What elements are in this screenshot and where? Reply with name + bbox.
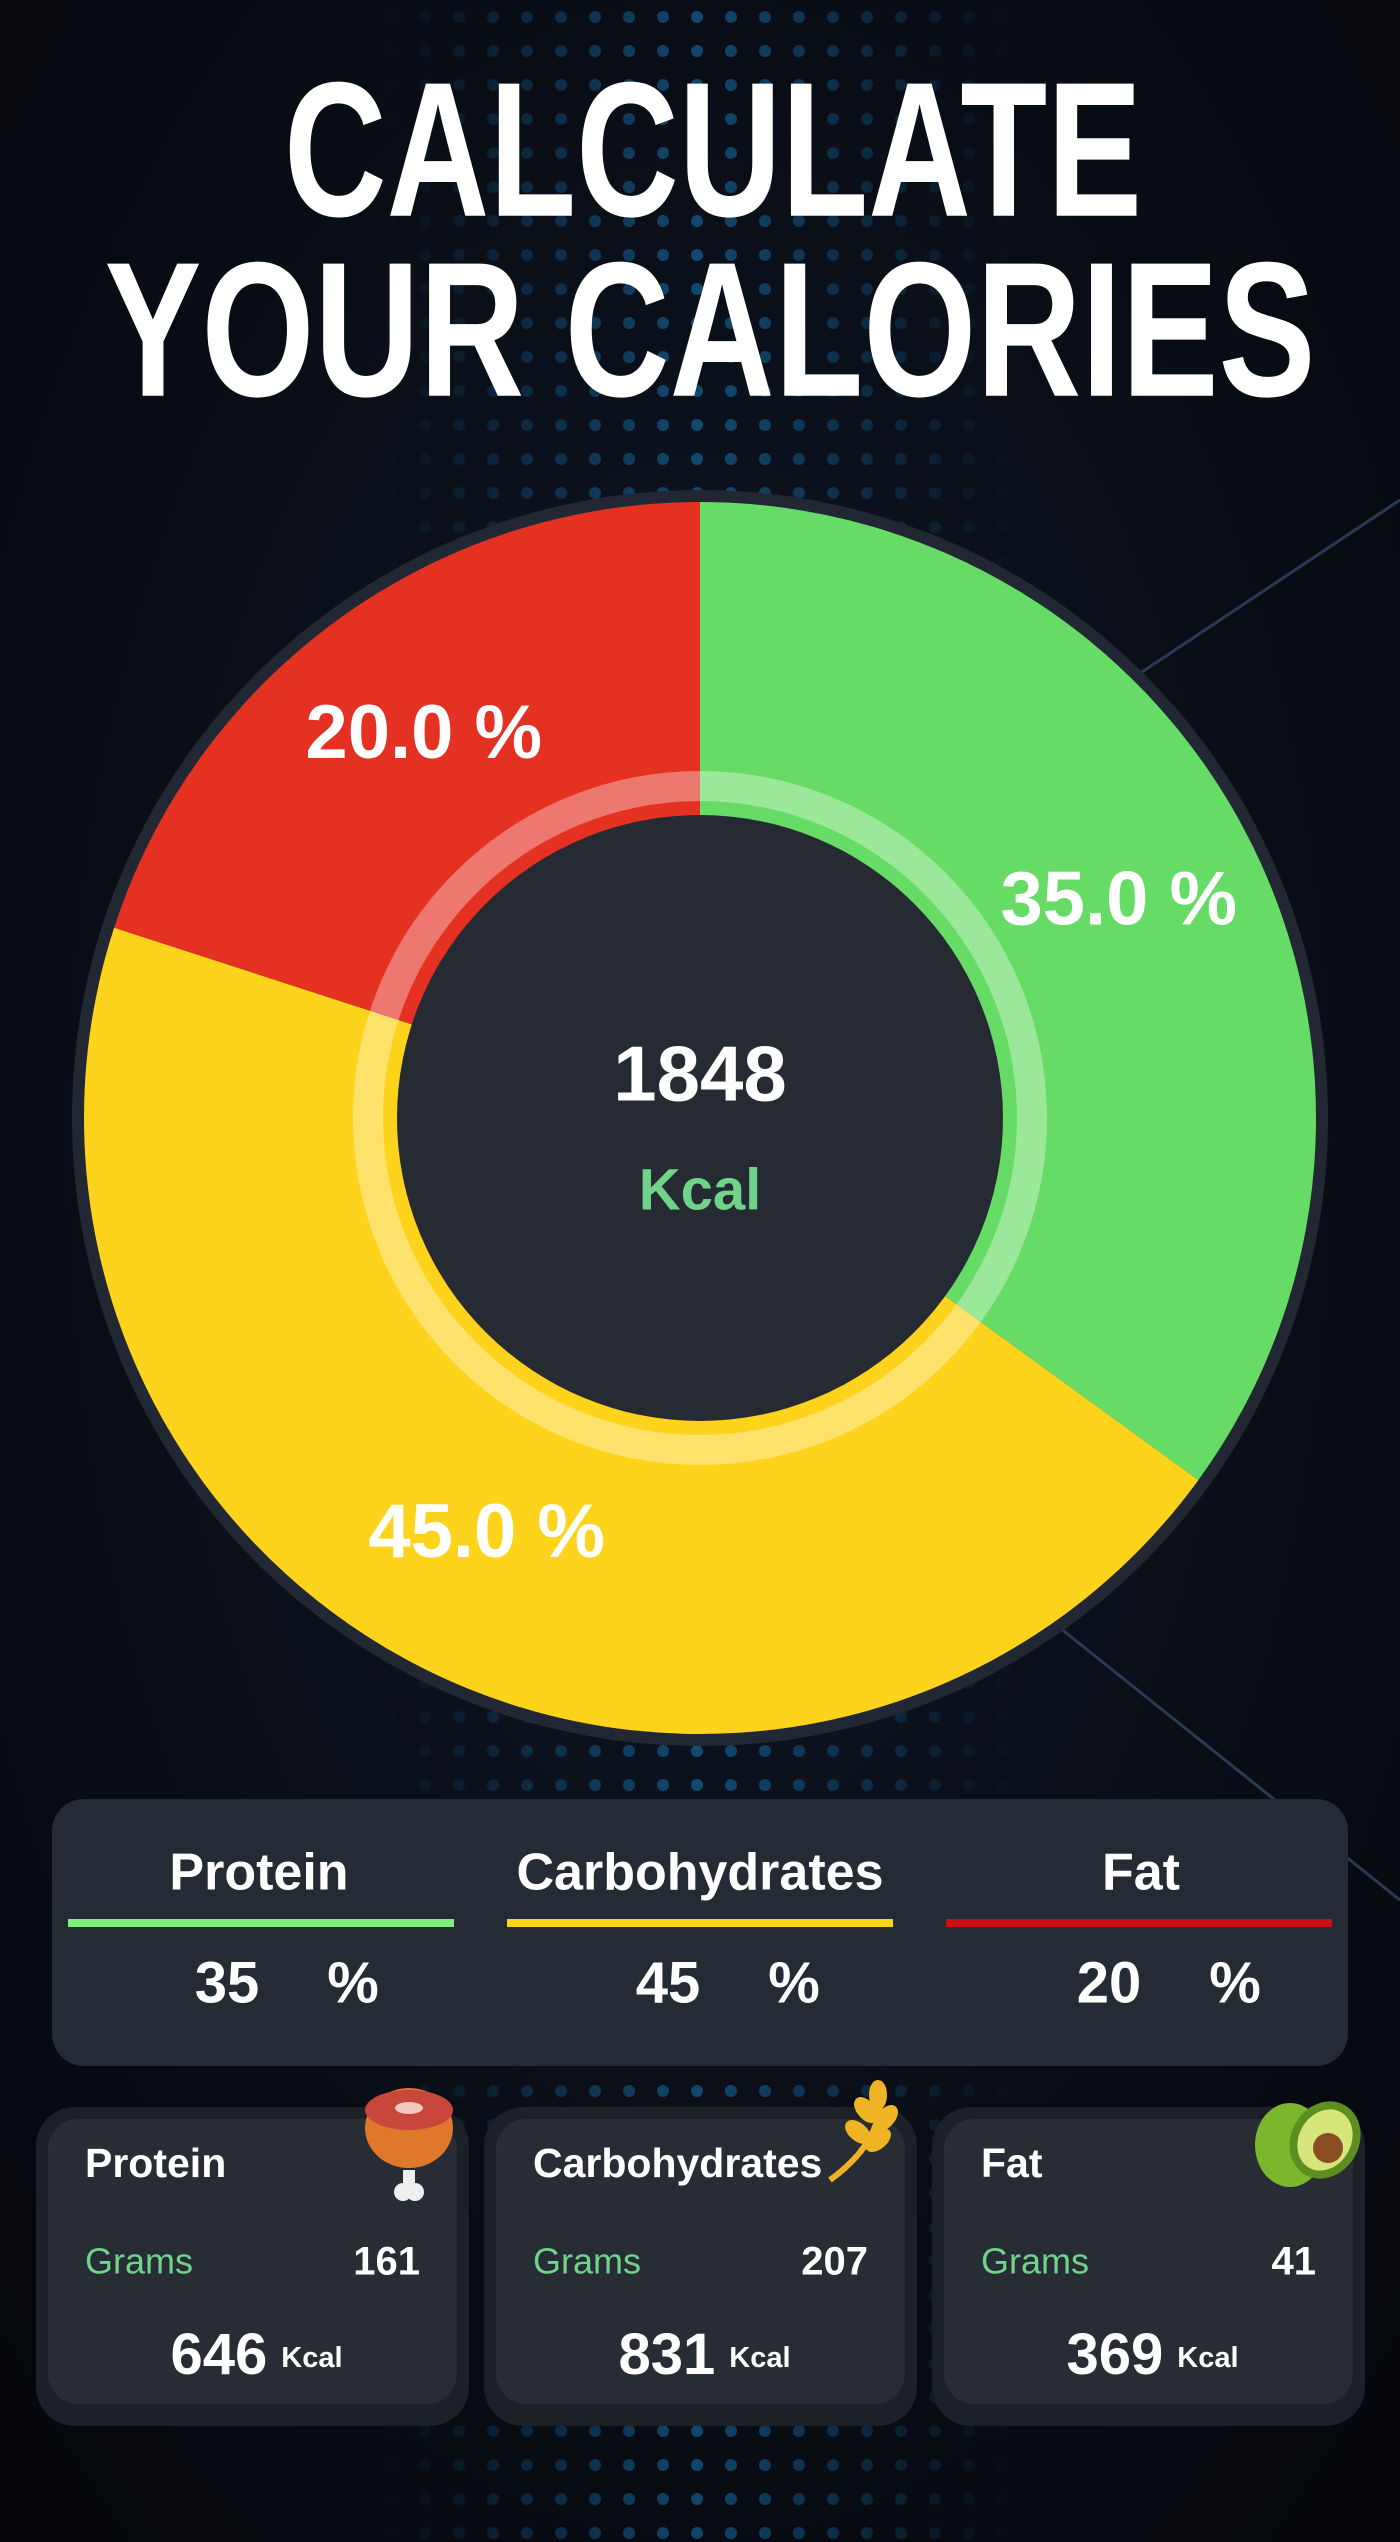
split-underline (68, 1919, 454, 1927)
wedge-label: 35.0 % (1000, 857, 1237, 942)
kcal-line: 646 Kcal (170, 2322, 342, 2387)
grams-label: Grams (981, 2241, 1089, 2282)
split-unit: % (768, 1950, 820, 2015)
kcal-value: 646 (170, 2322, 267, 2387)
donut-hole (397, 815, 1003, 1421)
grams-value: 207 (801, 2240, 868, 2284)
split-panel (52, 1799, 1348, 2066)
card-title: Protein (85, 2140, 226, 2186)
total-kcal: 1848 (613, 1030, 787, 1118)
wedge-label: 45.0 % (368, 1489, 605, 1574)
card-inner (496, 2119, 905, 2404)
split-header: Fat (1102, 1844, 1180, 1902)
grams-value: 161 (353, 2240, 420, 2284)
kcal-line: 369 Kcal (1066, 2322, 1238, 2387)
kcal-value: 369 (1066, 2322, 1163, 2387)
inner-ring (353, 771, 1047, 1465)
total-unit: Kcal (639, 1157, 762, 1222)
split-percent: 45 (636, 1950, 701, 2015)
card-inner (48, 2119, 457, 2404)
donut: 35.0 % 45.0 % 20.0 % (84, 502, 1316, 1734)
kcal-line: 831 Kcal (618, 2322, 790, 2387)
split-header: Protein (169, 1844, 348, 1902)
split-percent: 20 (1077, 1950, 1142, 2015)
title-line: CALCULATE (284, 42, 1142, 257)
split-unit: % (327, 1950, 379, 2015)
kcal-unit: Kcal (281, 2342, 342, 2374)
split-underline (946, 1919, 1332, 1927)
grams-label: Grams (533, 2241, 641, 2282)
wedge (700, 502, 1316, 1481)
avocado-icon (1255, 2101, 1361, 2187)
cards: Protein Grams 161 646 Kcal Carbohydrates Grams… (36, 2107, 1365, 2426)
kcal-value: 831 (618, 2322, 715, 2387)
wedge-label: 20.0 % (305, 690, 542, 775)
wheat-icon (828, 2080, 898, 2183)
title-line: YOUR CALORIES (105, 222, 1316, 437)
card-inner (944, 2119, 1353, 2404)
grams-label: Grams (85, 2241, 193, 2282)
split-underline (507, 1919, 893, 1927)
deco-line (1099, 498, 1400, 702)
kcal-unit: Kcal (729, 2342, 790, 2374)
meat-icon (365, 2088, 453, 2201)
grams-value: 41 (1272, 2240, 1317, 2284)
split-row: Protein 35 % Carbohydrates 45 % Fat 20% (68, 1844, 1332, 2015)
split-header: Carbohydrates (517, 1844, 884, 1902)
split-percent: 35 (195, 1950, 260, 2015)
card-title: Fat (981, 2140, 1043, 2186)
kcal-unit: Kcal (1177, 2342, 1238, 2374)
split-unit: % (1209, 1950, 1261, 2015)
card-title: Carbohydrates (533, 2140, 822, 2186)
